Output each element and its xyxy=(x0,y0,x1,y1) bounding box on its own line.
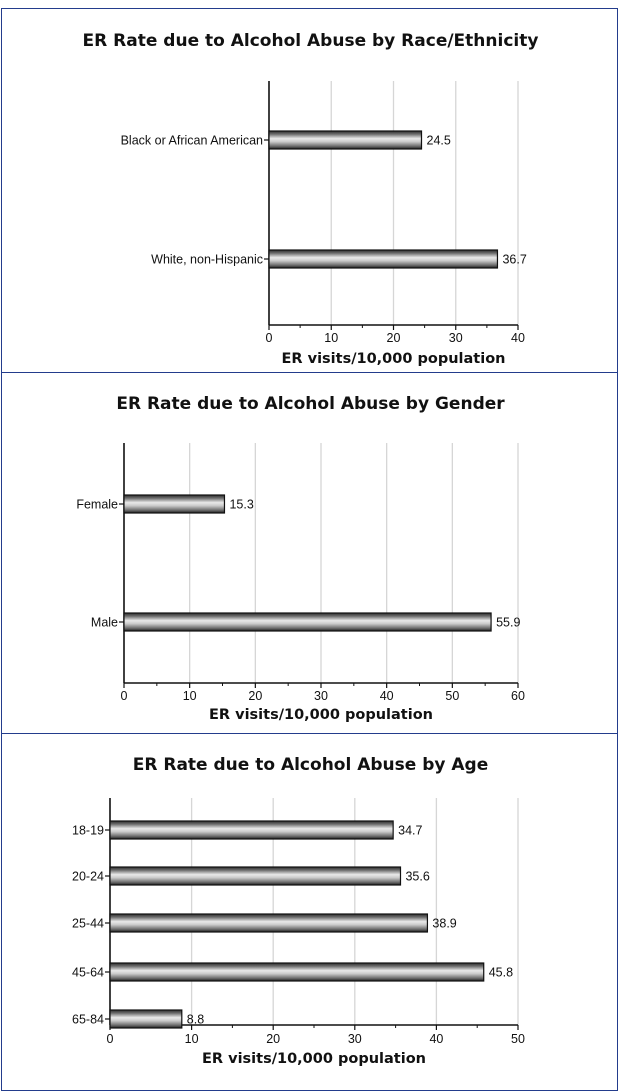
x-tick-label: 40 xyxy=(511,331,525,345)
x-tick-label: 40 xyxy=(380,689,394,703)
chart-age: ER Rate due to Alcohol Abuse by Age 0 10 20… xyxy=(72,755,525,1067)
category-label: White, non-Hispanic xyxy=(151,253,263,267)
bar xyxy=(109,1009,183,1029)
value-label: 38.9 xyxy=(432,917,456,931)
x-tick-label: 50 xyxy=(445,689,459,703)
x-tick-label: 50 xyxy=(511,1032,525,1046)
chart-title: ER Rate due to Alcohol Abuse by Gender xyxy=(116,394,505,414)
category-label: 45-64 xyxy=(72,966,104,980)
value-label: 34.7 xyxy=(398,824,422,838)
category-label: 65-84 xyxy=(72,1013,104,1027)
value-label: 8.8 xyxy=(187,1013,204,1027)
bar xyxy=(268,130,423,150)
x-tick-label: 30 xyxy=(449,331,463,345)
category-label: Male xyxy=(91,616,118,630)
value-label: 15.3 xyxy=(229,498,253,512)
bar xyxy=(123,494,226,514)
chart-panel-gender: ER Rate due to Alcohol Abuse by Gender 0 1… xyxy=(1,372,618,735)
x-axis-title: ER visits/10,000 population xyxy=(209,707,433,723)
x-tick-label: 20 xyxy=(248,689,262,703)
x-tick-label: 10 xyxy=(324,331,338,345)
x-tick-label: 30 xyxy=(348,1032,362,1046)
chart-gender: ER Rate due to Alcohol Abuse by Gender 0 1… xyxy=(76,394,525,723)
x-tick-label: 20 xyxy=(387,331,401,345)
value-label: 24.5 xyxy=(427,134,451,148)
x-axis-title: ER visits/10,000 population xyxy=(282,351,506,367)
chart-race: ER Rate due to Alcohol Abuse by Race/Eth… xyxy=(83,31,539,367)
category-label: Black or African American xyxy=(121,134,263,148)
bar xyxy=(109,962,485,982)
value-label: 45.8 xyxy=(489,966,513,980)
bar xyxy=(109,820,394,840)
x-tick-label: 20 xyxy=(266,1032,280,1046)
bar xyxy=(268,249,499,269)
value-label: 35.6 xyxy=(405,870,429,884)
value-label: 55.9 xyxy=(496,616,520,630)
x-tick-label: 60 xyxy=(511,689,525,703)
x-tick-label: 0 xyxy=(121,689,128,703)
category-label: 20-24 xyxy=(72,870,104,884)
category-label: 18-19 xyxy=(72,824,104,838)
category-label: 25-44 xyxy=(72,917,104,931)
category-label: Female xyxy=(76,498,118,512)
x-tick-label: 0 xyxy=(107,1032,114,1046)
bar xyxy=(123,612,492,632)
bar xyxy=(109,866,402,886)
value-label: 36.7 xyxy=(502,253,526,267)
x-tick-label: 0 xyxy=(266,331,273,345)
chart-title: ER Rate due to Alcohol Abuse by Race/Eth… xyxy=(83,31,539,51)
chart-panel-age: ER Rate due to Alcohol Abuse by Age 0 10 20… xyxy=(1,733,618,1091)
x-tick-label: 10 xyxy=(185,1032,199,1046)
x-axis-title: ER visits/10,000 population xyxy=(202,1051,426,1067)
x-tick-label: 10 xyxy=(183,689,197,703)
chart-panel-race: ER Rate due to Alcohol Abuse by Race/Eth… xyxy=(1,8,618,374)
x-tick-label: 30 xyxy=(314,689,328,703)
bar xyxy=(109,913,429,933)
x-tick-label: 40 xyxy=(429,1032,443,1046)
chart-title: ER Rate due to Alcohol Abuse by Age xyxy=(133,755,489,775)
